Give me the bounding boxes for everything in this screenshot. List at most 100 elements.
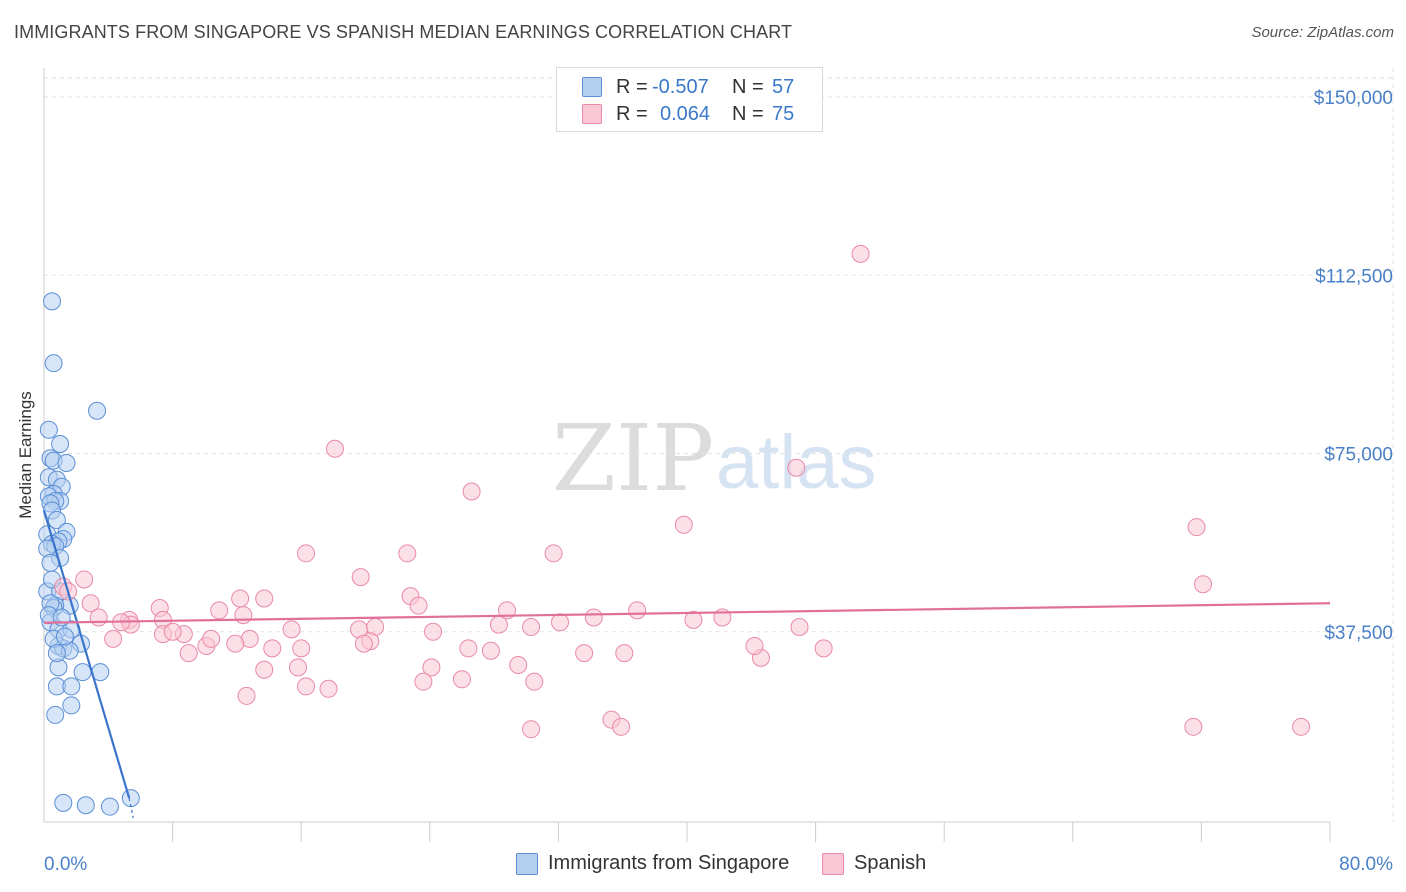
data-point [489,615,508,634]
data-point [615,644,634,663]
y-tick-label: $37,500 [1324,623,1393,644]
data-point [1292,717,1311,736]
legend-r-value: -0.507 [652,75,709,98]
data-point [325,439,344,458]
data-point [851,244,870,263]
data-point [319,679,338,698]
data-point [628,601,647,620]
legend-n-value: 57 [772,75,795,98]
correlation-legend: R = -0.507 N = 57 R = 0.064 N = 75 [556,67,823,132]
legend-r-label: R = [616,75,648,98]
data-point [612,717,631,736]
legend-n-label: N = [732,75,764,98]
data-point [237,686,256,705]
series-legend: Immigrants from Singapore Spanish [0,852,1406,878]
legend-label-singapore: Immigrants from Singapore [548,852,790,874]
legend-swatch-singapore [516,852,538,875]
data-point [55,627,74,646]
data-point [424,622,443,641]
legend-item-spanish[interactable]: Spanish [822,852,926,875]
data-point [787,458,806,477]
data-point [790,617,809,636]
data-point [1194,575,1213,594]
legend-row-singapore: R = -0.507 N = 57 [582,75,794,99]
data-point [51,434,70,453]
data-point [522,720,541,739]
data-points [38,244,1311,816]
data-point [297,544,316,563]
data-point [684,610,703,629]
watermark-zip: ZIP [552,405,714,512]
watermark: ZIP atlas [552,405,877,512]
data-point [104,629,123,648]
data-point [452,670,471,689]
legend-swatch-spanish [822,852,844,875]
x-tick-label-min: 0.0% [44,854,87,875]
data-point [522,617,541,636]
data-point [292,639,311,658]
data-point [509,656,528,675]
data-point [234,606,253,625]
data-point [75,570,94,589]
data-point [354,634,373,653]
data-point [76,796,95,815]
data-point [88,401,107,420]
trend-line-singapore [42,510,131,799]
data-point [57,454,76,473]
data-point [584,608,603,627]
data-point [544,544,563,563]
data-point [81,594,100,613]
trend-line-spanish [43,602,1331,624]
y-tick-label: $150,000 [1314,88,1393,109]
x-tick-labels: 0.0% 80.0% [44,854,1393,875]
data-point [459,639,478,658]
data-point [44,354,63,373]
data-point [73,663,92,682]
data-point [62,677,81,696]
data-point [179,644,198,663]
legend-item-singapore[interactable]: Immigrants from Singapore [516,852,789,875]
data-point [89,608,108,627]
trend-lines [42,510,1331,819]
legend-row-spanish: R = 0.064 N = 75 [582,102,794,126]
data-point [100,797,119,816]
data-point [46,705,65,724]
data-point [297,677,316,696]
data-point [282,620,301,639]
legend-n-label: N = [732,102,764,125]
legend-n-value: 75 [772,102,795,125]
data-point [54,793,73,812]
y-tick-label: $75,000 [1324,445,1393,466]
legend-swatch-spanish [582,104,602,124]
x-tick-label-max: 80.0% [1339,854,1393,875]
legend-r-label: R = [616,102,648,125]
data-point [47,511,66,530]
data-point [525,672,544,691]
data-point [163,622,182,641]
data-point [202,629,221,648]
legend-label-spanish: Spanish [854,852,927,874]
data-point [1184,717,1203,736]
source-label: Source: ZipAtlas.com [1251,24,1394,41]
data-point [39,420,58,439]
data-point [226,634,245,653]
y-tick-labels: $37,500 $75,000 $112,500 $150,000 [1314,88,1393,644]
data-point [41,553,60,572]
data-point [1187,518,1206,537]
legend-swatch-singapore [582,77,602,97]
data-point [351,568,370,587]
data-point [462,482,481,501]
data-point [62,696,81,715]
data-point [398,544,417,563]
data-point [43,292,62,311]
series-singapore [38,292,140,816]
data-point [47,644,66,663]
legend-r-value: 0.064 [660,102,711,125]
data-point [814,639,833,658]
chart-title: IMMIGRANTS FROM SINGAPORE VS SPANISH MED… [14,22,793,42]
data-point [551,613,570,632]
y-tick-label: $112,500 [1315,266,1393,287]
data-point [414,672,433,691]
data-point [409,596,428,615]
